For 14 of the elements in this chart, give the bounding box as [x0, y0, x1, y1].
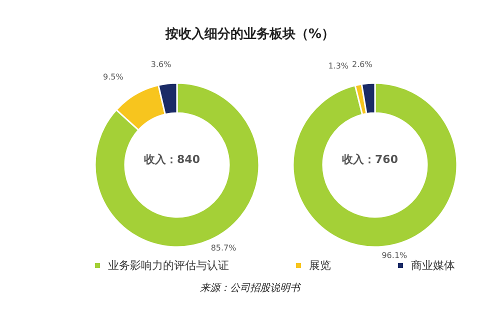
- data-label: 96.1%: [382, 250, 408, 260]
- legend-label: 商业媒体: [411, 258, 455, 273]
- source-note: 来源：公司招股说明书: [199, 282, 302, 295]
- data-label: 2.6%: [352, 60, 373, 69]
- data-label: 9.5%: [103, 72, 124, 82]
- data-label: 1.3%: [328, 61, 349, 70]
- text: 收入：760: [341, 152, 399, 167]
- legend-label: 展览: [309, 258, 331, 273]
- data-label: 3.6%: [150, 60, 172, 70]
- data-label: 85.7%: [210, 243, 237, 252]
- text: 收入：840: [143, 152, 201, 167]
- donut-slice: [292, 82, 458, 248]
- chart-title: 按收入细分的业务板块（%）: [164, 26, 336, 43]
- legend-label: 业务影响力的评估与认证: [108, 258, 229, 273]
